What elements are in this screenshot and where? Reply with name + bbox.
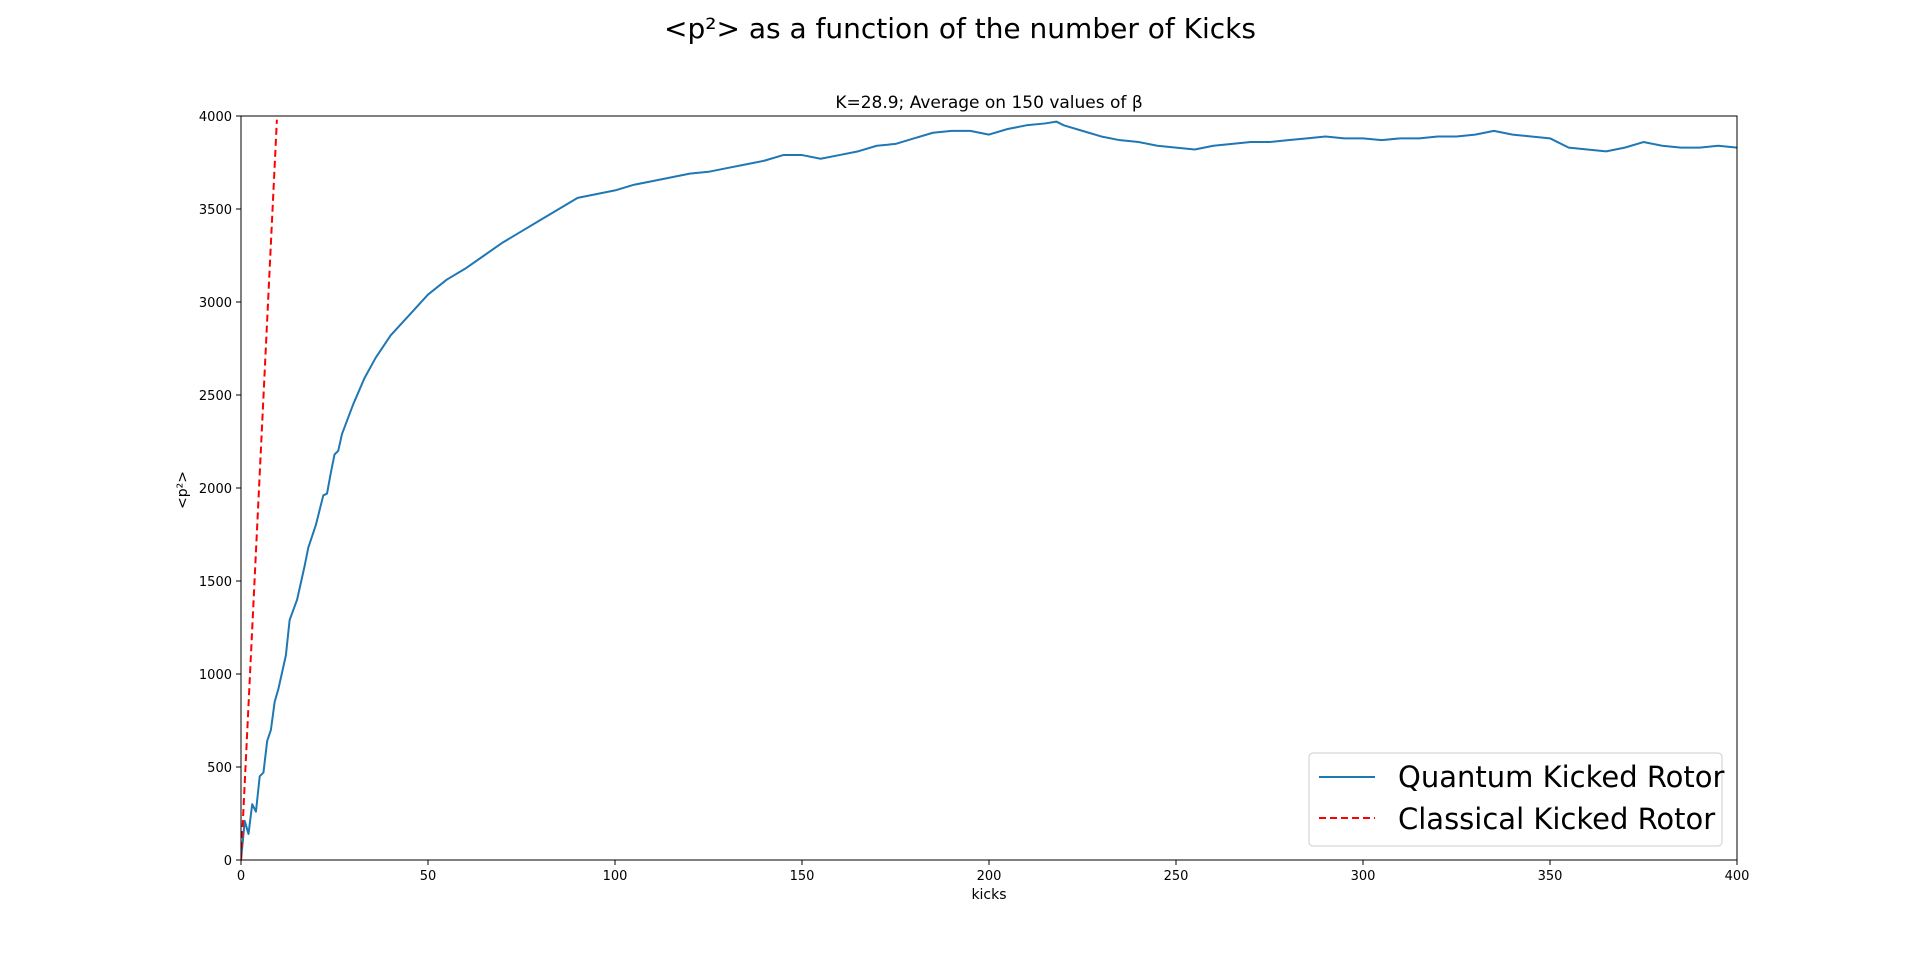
- legend-label-classical: Classical Kicked Rotor: [1398, 802, 1715, 836]
- x-tick-label: 0: [237, 869, 245, 884]
- y-tick-label: 3500: [199, 203, 232, 218]
- axes-frame: [240, 115, 1738, 861]
- x-tick-label: 250: [1164, 869, 1189, 884]
- plot-layer: [241, 119, 1737, 860]
- y-tick-label: 1500: [199, 575, 232, 590]
- x-tick-label: 350: [1538, 869, 1563, 884]
- x-axis-label: kicks: [971, 887, 1006, 903]
- series-line-classical-kicked-rotor: [241, 119, 278, 860]
- y-axis-label: <p²>: [175, 471, 191, 509]
- y-tick-label: 4000: [199, 110, 232, 125]
- y-tick-label: 0: [224, 854, 232, 869]
- x-tick-label: 100: [603, 869, 628, 884]
- y-tick-label: 3000: [199, 296, 232, 311]
- legend-label-quantum: Quantum Kicked Rotor: [1398, 760, 1725, 794]
- axes-layer: 0 50 100 150 200 250 300 350 4000500100015002000…: [199, 110, 1750, 884]
- x-tick-label: 50: [420, 869, 437, 884]
- y-tick-label: 2000: [199, 482, 232, 497]
- x-tick-label: 300: [1351, 869, 1376, 884]
- legend: Quantum Kicked Rotor Classical Kicked Ro…: [1308, 752, 1725, 847]
- x-tick-label: 400: [1725, 869, 1750, 884]
- y-tick-label: 2500: [199, 389, 232, 404]
- legend-box: [1308, 752, 1723, 847]
- x-tick-label: 150: [790, 869, 815, 884]
- y-tick-label: 500: [207, 761, 232, 776]
- x-tick-label: 200: [977, 869, 1002, 884]
- figure-title: <p²> as a function of the number of Kick…: [664, 12, 1256, 45]
- series-line-quantum-kicked-rotor: [241, 120, 1737, 860]
- chart-subtitle: K=28.9; Average on 150 values of β: [835, 93, 1142, 113]
- y-tick-label: 1000: [199, 668, 232, 683]
